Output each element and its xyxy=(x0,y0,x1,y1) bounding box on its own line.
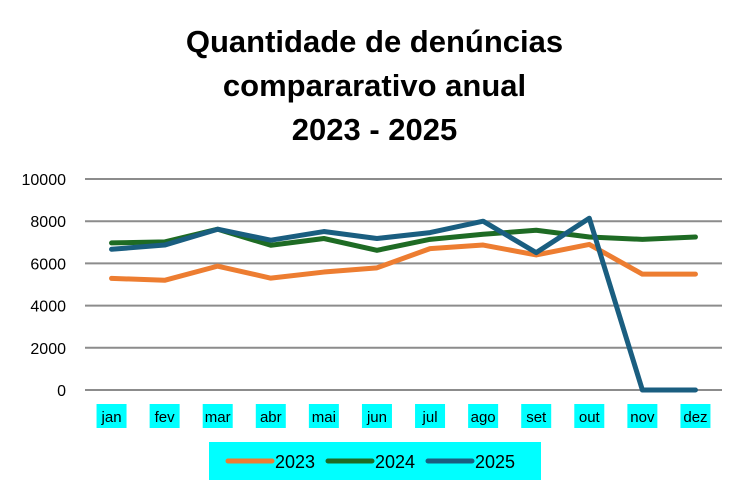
x-tick-label: set xyxy=(526,409,547,426)
x-tick-bg xyxy=(96,404,127,428)
x-tick-bg xyxy=(521,404,552,428)
x-tick-bg xyxy=(415,404,446,428)
x-tick-label: jul xyxy=(422,409,438,426)
legend-label-2024: 2024 xyxy=(375,452,415,472)
chart-title-line3: 2023 - 2025 xyxy=(291,112,458,147)
x-tick-bg xyxy=(574,404,605,428)
x-tick-label: out xyxy=(579,409,601,426)
x-tick-label: fev xyxy=(155,409,176,426)
series-line-2025 xyxy=(109,215,698,393)
x-tick-label: jun xyxy=(366,409,387,426)
x-tick-label: mai xyxy=(312,409,336,426)
x-tick-label: ago xyxy=(471,409,496,426)
x-tick-label: abr xyxy=(260,409,282,426)
x-tick-label: nov xyxy=(630,409,655,426)
chart-title-line2: compararativo anual xyxy=(222,68,527,103)
x-tick-bg xyxy=(361,404,392,428)
x-tick-bg xyxy=(627,404,658,428)
y-tick-label: 6000 xyxy=(30,256,66,273)
x-tick-bg xyxy=(255,404,286,428)
x-tick-bg xyxy=(202,404,233,428)
x-tick-bg xyxy=(308,404,339,428)
x-tick-bg xyxy=(149,404,180,428)
x-tick-label: mar xyxy=(205,409,231,426)
x-tick-label: jan xyxy=(101,409,122,426)
legend-label-2025: 2025 xyxy=(475,452,515,472)
y-tick-label: 2000 xyxy=(30,341,66,358)
y-tick-label: 0 xyxy=(57,383,66,400)
x-tick-bg xyxy=(680,404,711,428)
x-tick-bg xyxy=(468,404,499,428)
y-tick-label: 10000 xyxy=(22,172,67,189)
legend-label-2023: 2023 xyxy=(275,452,315,472)
x-tick-label: dez xyxy=(683,409,707,426)
chart-title-line1: Quantidade de denúncias xyxy=(185,24,564,59)
y-tick-label: 8000 xyxy=(30,214,66,231)
y-tick-label: 4000 xyxy=(30,299,66,316)
